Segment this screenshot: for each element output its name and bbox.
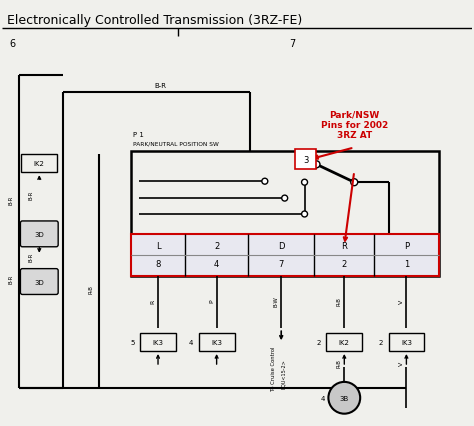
- Text: EQU<15-2>: EQU<15-2>: [281, 358, 286, 388]
- Text: R-B: R-B: [337, 359, 342, 368]
- Text: 6: 6: [9, 39, 16, 49]
- Text: R-B: R-B: [89, 285, 93, 293]
- Text: 4: 4: [189, 340, 193, 345]
- Text: P: P: [404, 242, 409, 250]
- Text: B-R: B-R: [9, 195, 14, 204]
- Text: Electronically Controlled Transmission (3RZ-FE): Electronically Controlled Transmission (…: [7, 14, 302, 27]
- Text: 4: 4: [320, 395, 325, 401]
- Circle shape: [351, 179, 358, 186]
- Text: P 1: P 1: [133, 131, 144, 137]
- Text: 7: 7: [279, 259, 284, 268]
- Bar: [140, 334, 176, 351]
- Text: To Cruise Control: To Cruise Control: [271, 346, 276, 390]
- Text: 4: 4: [214, 259, 219, 268]
- Text: 3D: 3D: [35, 231, 44, 237]
- Bar: [21, 155, 57, 173]
- Text: 5: 5: [130, 340, 134, 345]
- Text: IK2: IK2: [34, 161, 45, 167]
- Text: L: L: [155, 242, 160, 250]
- Bar: [295, 150, 317, 170]
- Bar: [389, 334, 424, 351]
- Text: 3B: 3B: [340, 395, 349, 401]
- Text: PARK/NEUTRAL POSITION SW: PARK/NEUTRAL POSITION SW: [133, 141, 219, 147]
- Text: 1: 1: [404, 259, 409, 268]
- Text: R-B: R-B: [337, 296, 342, 305]
- Bar: [131, 234, 438, 276]
- Text: 7: 7: [290, 39, 296, 49]
- Circle shape: [301, 180, 308, 186]
- Text: IK3: IK3: [153, 340, 164, 345]
- Circle shape: [262, 179, 268, 185]
- Text: 8: 8: [155, 259, 161, 268]
- Text: V: V: [399, 361, 404, 365]
- Text: R: R: [341, 242, 347, 250]
- Circle shape: [301, 212, 308, 217]
- FancyBboxPatch shape: [20, 269, 58, 295]
- Text: B-R: B-R: [29, 253, 34, 262]
- Text: 2: 2: [378, 340, 383, 345]
- Text: B-W: B-W: [274, 295, 279, 306]
- Bar: [199, 334, 235, 351]
- Text: P: P: [209, 299, 214, 302]
- Text: 3D: 3D: [35, 279, 44, 285]
- Text: D: D: [278, 242, 284, 250]
- Text: B-R: B-R: [155, 83, 166, 89]
- Text: B-R: B-R: [9, 274, 14, 284]
- Text: IK2: IK2: [339, 340, 350, 345]
- Text: 3: 3: [303, 155, 308, 164]
- Circle shape: [282, 196, 288, 201]
- Bar: [327, 334, 362, 351]
- FancyBboxPatch shape: [20, 222, 58, 247]
- Text: IK3: IK3: [211, 340, 222, 345]
- Text: IK3: IK3: [401, 340, 412, 345]
- Text: B-R: B-R: [29, 190, 34, 199]
- Text: V: V: [399, 299, 404, 303]
- Text: Park/NSW
Pins for 2002
3RZ AT: Park/NSW Pins for 2002 3RZ AT: [320, 110, 388, 140]
- Text: R: R: [151, 299, 155, 303]
- Text: 2: 2: [214, 242, 219, 250]
- Text: 2: 2: [342, 259, 347, 268]
- Circle shape: [313, 161, 320, 168]
- Circle shape: [328, 382, 360, 414]
- Text: 2: 2: [316, 340, 320, 345]
- Bar: [131, 152, 438, 276]
